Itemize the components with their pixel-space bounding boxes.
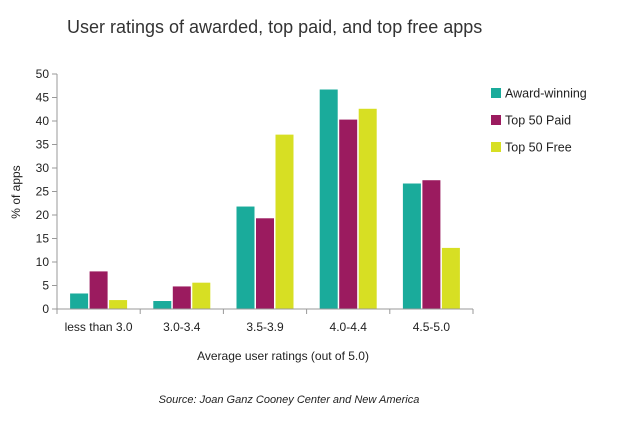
bar-top-50-free xyxy=(358,108,377,309)
y-tick-label: 40 xyxy=(36,114,50,128)
source-note: Source: Joan Ganz Cooney Center and New … xyxy=(159,394,420,406)
bars xyxy=(70,89,460,309)
bar-top-50-free xyxy=(441,247,460,309)
y-tick-label: 45 xyxy=(36,91,50,105)
x-axis-label: Average user ratings (out of 5.0) xyxy=(197,349,369,363)
bar-top-50-paid xyxy=(89,271,108,309)
y-axis-ticks: 0 5 10 15 20 25 30 35 40 45 50 xyxy=(36,67,57,316)
bar-award-winning xyxy=(319,89,338,309)
x-axis-ticks: less than 3.0 3.0-3.4 3.5-3.9 4.0-4.4 4.5-5.… xyxy=(56,309,474,334)
bar-award-winning xyxy=(236,206,255,309)
y-tick-label: 0 xyxy=(42,302,49,316)
legend-swatch xyxy=(491,115,501,125)
y-axis-label: % of apps xyxy=(9,165,23,218)
legend-swatch xyxy=(491,88,501,98)
x-tick-label: 4.0-4.4 xyxy=(330,320,368,334)
bar-top-50-free xyxy=(109,300,128,309)
legend: Award-winning Top 50 Paid Top 50 Free xyxy=(491,87,587,155)
y-tick-label: 5 xyxy=(42,279,49,293)
bar-top-50-free xyxy=(275,134,294,309)
x-tick-label: 4.5-5.0 xyxy=(413,320,451,334)
bar-top-50-paid xyxy=(339,119,358,309)
chart-title: User ratings of awarded, top paid, and t… xyxy=(67,17,482,37)
y-tick-label: 20 xyxy=(36,208,50,222)
x-tick-label: less than 3.0 xyxy=(65,320,133,334)
bar-top-50-paid xyxy=(172,286,191,309)
bar-award-winning xyxy=(153,301,172,309)
legend-label: Top 50 Free xyxy=(505,141,572,155)
legend-swatch xyxy=(491,142,501,152)
y-tick-label: 15 xyxy=(36,232,50,246)
y-tick-label: 25 xyxy=(36,185,50,199)
y-tick-label: 30 xyxy=(36,161,50,175)
x-tick-label: 3.5-3.9 xyxy=(246,320,284,334)
bar-top-50-paid xyxy=(422,180,441,309)
bar-top-50-paid xyxy=(256,218,274,309)
bar-top-50-free xyxy=(192,282,211,309)
legend-label: Award-winning xyxy=(505,87,587,101)
bar-award-winning xyxy=(70,293,89,309)
x-tick-label: 3.0-3.4 xyxy=(163,320,201,334)
legend-label: Top 50 Paid xyxy=(505,114,571,128)
y-tick-label: 50 xyxy=(36,67,50,81)
y-tick-label: 10 xyxy=(36,255,50,269)
axes xyxy=(56,74,473,310)
bar-award-winning xyxy=(402,183,421,309)
y-tick-label: 35 xyxy=(36,138,50,152)
